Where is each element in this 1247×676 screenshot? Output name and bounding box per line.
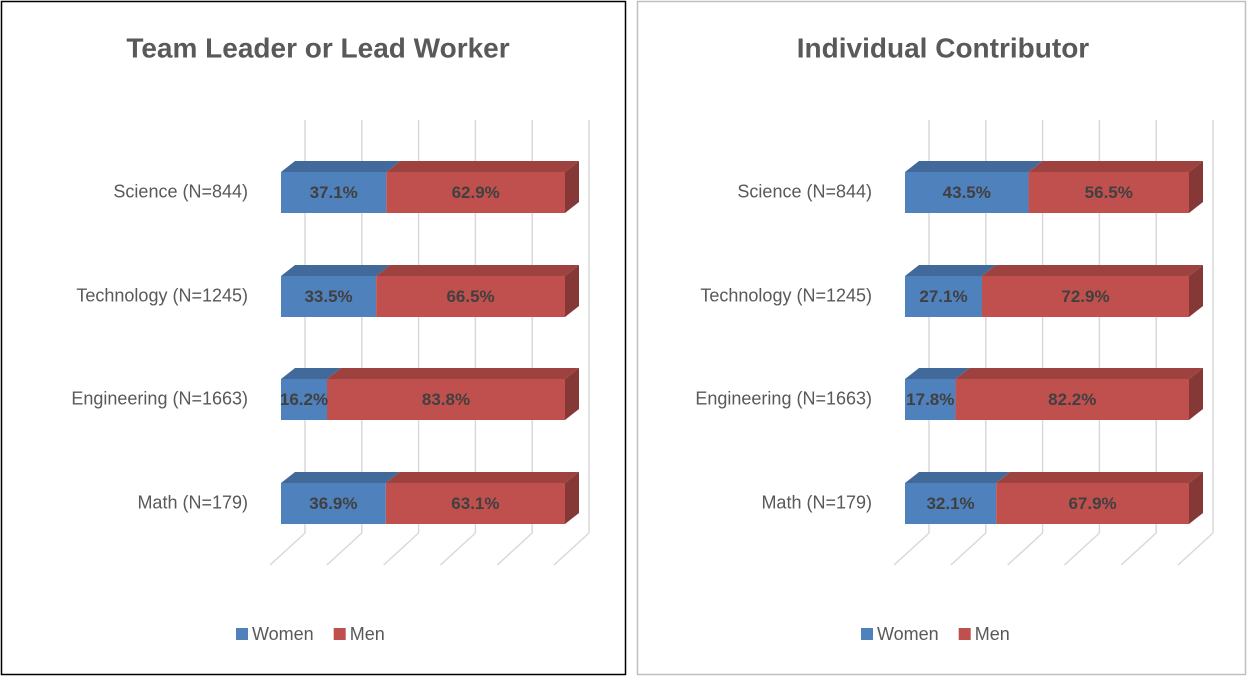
floor-grid-line [496,532,533,566]
bar-top [955,368,1203,379]
category-label: Engineering (N=1663) [695,388,872,408]
value-label: 27.1% [919,287,967,306]
bar [981,276,1189,317]
category-label: Engineering (N=1663) [71,388,248,408]
value-label: 43.5% [943,183,991,202]
bar-side [1189,265,1203,317]
value-label: 62.9% [452,183,500,202]
bar-top [327,368,579,379]
legend-swatch [861,628,873,640]
left-panel [0,0,627,676]
bar-side [565,161,579,213]
value-label: 33.5% [304,287,352,306]
legend-label: Men [975,624,1010,644]
bar-top [281,265,391,276]
chart-title: Individual Contributor [797,32,1090,63]
bar [905,379,956,420]
bar-side [1189,472,1203,524]
legend-swatch [236,628,248,640]
bar-top [376,265,579,276]
value-label: 37.1% [310,183,358,202]
value-label: 66.5% [446,287,494,306]
floor-grid-line [1120,532,1157,566]
bar [376,276,565,317]
bar [955,379,1189,420]
value-label: 72.9% [1061,287,1109,306]
floor-grid-line [439,532,476,566]
category-label: Math (N=179) [761,492,872,512]
category-label: Math (N=179) [137,492,248,512]
value-label: 67.9% [1068,494,1116,513]
floor-grid-line [269,532,306,566]
legend-swatch [333,628,346,640]
bar-side [565,472,579,524]
category-label: Science (N=844) [737,181,872,201]
bar [385,483,565,524]
bar [905,172,1029,213]
bar [281,172,387,213]
legend-label: Women [252,624,314,644]
floor-grid-line [950,532,987,566]
value-label: 36.9% [309,494,357,513]
bar-side [565,368,579,420]
bar [905,276,982,317]
floor-grid-line [383,532,420,566]
chart-title: Team Leader or Lead Worker [126,32,509,63]
bar-top [996,472,1203,483]
bar [281,276,377,317]
value-label: 83.8% [422,390,470,409]
bar-top [905,368,970,379]
bar-top [281,368,342,379]
legend-label: Women [877,624,939,644]
value-label: 63.1% [451,494,499,513]
category-label: Technology (N=1245) [700,285,872,305]
value-label: 82.2% [1048,390,1096,409]
floor-grid-line [1063,532,1100,566]
category-label: Technology (N=1245) [76,285,248,305]
bar-side [1189,161,1203,213]
value-label: 17.8% [906,390,954,409]
floor-grid-line [326,532,363,566]
floor-grid-line [553,532,590,566]
bar [327,379,565,420]
bar-top [981,265,1203,276]
bar-side [1189,368,1203,420]
bar-side [565,265,579,317]
bar-top [905,265,996,276]
floor-grid-line [1177,532,1214,566]
bar-top [905,472,1011,483]
bar-top [281,472,400,483]
value-label: 16.2% [280,390,328,409]
bar-top [1028,161,1203,172]
bar-top [905,161,1043,172]
bar-top [386,161,579,172]
right-panel [636,0,1247,676]
bar [281,379,328,420]
category-label: Science (N=844) [113,181,248,201]
bar [386,172,565,213]
bar [281,483,386,524]
value-label: 56.5% [1085,183,1133,202]
bar [996,483,1189,524]
legend-swatch [958,628,971,640]
value-label: 32.1% [926,494,974,513]
legend-label: Men [350,624,385,644]
bar-top [385,472,579,483]
floor-grid-line [893,532,930,566]
bar-top [281,161,401,172]
bar [905,483,997,524]
floor-grid-line [1007,532,1044,566]
bar [1028,172,1189,213]
